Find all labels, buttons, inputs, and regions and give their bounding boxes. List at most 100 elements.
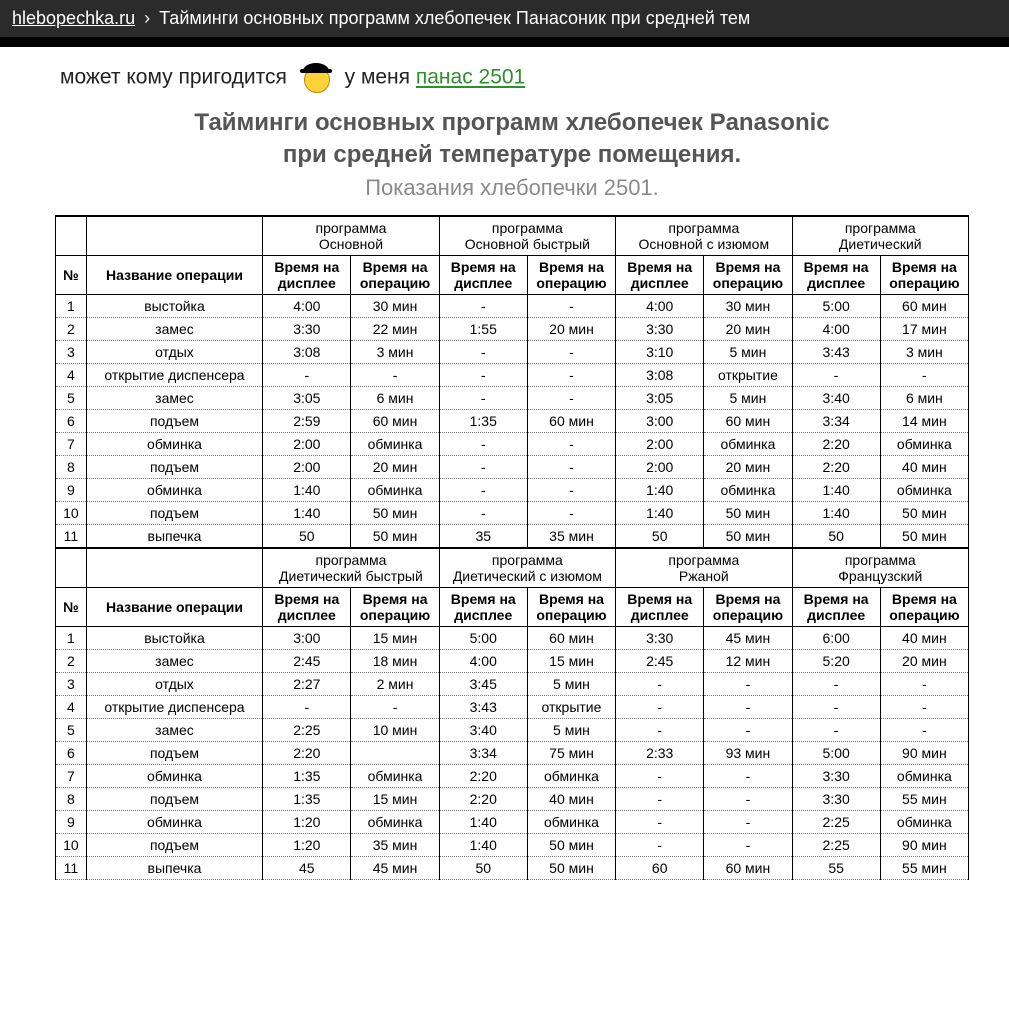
operation-time: 15 мин — [351, 627, 439, 650]
operation-time: 3 мин — [351, 341, 439, 364]
display-time: 50 — [616, 525, 704, 549]
operation-name: замес — [86, 719, 262, 742]
col-operation-header: Время на операцию — [880, 256, 968, 295]
display-time: 3:05 — [263, 387, 351, 410]
display-time: 1:35 — [439, 410, 527, 433]
operation-time: 10 мин — [351, 719, 439, 742]
operation-time: - — [880, 719, 968, 742]
operation-time: 93 мин — [704, 742, 792, 765]
display-time: 3:00 — [616, 410, 704, 433]
display-time: 1:40 — [616, 479, 704, 502]
display-time: - — [439, 502, 527, 525]
program-header: программаДиетический с изюмом — [439, 548, 615, 588]
display-time: 2:00 — [616, 456, 704, 479]
row-number: 2 — [56, 650, 87, 673]
display-time: 3:30 — [616, 318, 704, 341]
display-time: 3:40 — [792, 387, 880, 410]
display-time: 1:40 — [792, 502, 880, 525]
operation-time — [351, 742, 439, 765]
table-row: 3отдых2:272 мин3:455 мин---- — [56, 673, 969, 696]
operation-time: 45 мин — [704, 627, 792, 650]
operation-time: - — [527, 295, 615, 318]
operation-time: 5 мин — [527, 719, 615, 742]
row-number: 1 — [56, 295, 87, 318]
program-name: Диетический быстрый — [267, 568, 434, 584]
operation-time: - — [704, 719, 792, 742]
display-time: 55 — [792, 857, 880, 880]
divider — [0, 37, 1009, 47]
operation-time: обминка — [880, 811, 968, 834]
operation-time: 17 мин — [880, 318, 968, 341]
program-label: программа — [267, 552, 434, 568]
table-row: 9обминка1:40обминка--1:40обминка1:40обми… — [56, 479, 969, 502]
program-header: программаДиетический — [792, 216, 968, 256]
display-time: 1:35 — [263, 788, 351, 811]
table-row: 2замес2:4518 мин4:0015 мин2:4512 мин5:20… — [56, 650, 969, 673]
row-number: 10 — [56, 502, 87, 525]
operation-time: - — [704, 673, 792, 696]
table-row: 4открытие диспенсера----3:08открытие-- — [56, 364, 969, 387]
operation-name: подъем — [86, 502, 262, 525]
col-operation-header: Время на операцию — [351, 256, 439, 295]
display-time: 5:00 — [792, 742, 880, 765]
breadcrumb-sep: › — [144, 8, 150, 28]
operation-time: 50 мин — [704, 525, 792, 549]
program-header: программаДиетический быстрый — [263, 548, 439, 588]
row-number: 8 — [56, 788, 87, 811]
display-time: 4:00 — [263, 295, 351, 318]
blank-cell — [86, 216, 262, 256]
display-time: - — [616, 719, 704, 742]
table-row: 9обминка1:20обминка1:40обминка--2:25обми… — [56, 811, 969, 834]
operation-time: 60 мин — [351, 410, 439, 433]
row-number: 6 — [56, 742, 87, 765]
display-time: 3:43 — [439, 696, 527, 719]
display-time: - — [263, 364, 351, 387]
col-display-header: Время на дисплее — [439, 588, 527, 627]
program-header-row: программаДиетический быстрыйпрограммаДие… — [56, 548, 969, 588]
operation-name: открытие диспенсера — [86, 696, 262, 719]
display-time: 2:20 — [792, 456, 880, 479]
operation-name: открытие диспенсера — [86, 364, 262, 387]
display-time: 2:00 — [616, 433, 704, 456]
display-time: 1:40 — [616, 502, 704, 525]
display-time: 3:08 — [263, 341, 351, 364]
operation-time: обминка — [704, 433, 792, 456]
operation-time: обминка — [351, 765, 439, 788]
display-time: - — [439, 341, 527, 364]
operation-time: 2 мин — [351, 673, 439, 696]
col-operation-header: Время на операцию — [527, 256, 615, 295]
table-row: 10подъем1:2035 мин1:4050 мин--2:2590 мин — [56, 834, 969, 857]
site-link[interactable]: hlebopechka.ru — [12, 8, 135, 28]
breadcrumb-bar: hlebopechka.ru › Тайминги основных прогр… — [0, 0, 1009, 37]
display-time: 2:33 — [616, 742, 704, 765]
row-number: 4 — [56, 364, 87, 387]
operation-name: выстойка — [86, 295, 262, 318]
operation-name: выпечка — [86, 857, 262, 880]
model-link[interactable]: панас 2501 — [416, 66, 525, 89]
operation-time: 75 мин — [527, 742, 615, 765]
col-operation-header: Время на операцию — [351, 588, 439, 627]
program-header: программаОсновной — [263, 216, 439, 256]
display-time: 3:34 — [439, 742, 527, 765]
display-time: 6:00 — [792, 627, 880, 650]
row-number: 4 — [56, 696, 87, 719]
table-row: 7обминка1:35обминка2:20обминка--3:30обми… — [56, 765, 969, 788]
display-time: 3:08 — [616, 364, 704, 387]
display-time: - — [616, 765, 704, 788]
display-time: 1:40 — [792, 479, 880, 502]
display-time: 4:00 — [439, 650, 527, 673]
table-row: 6подъем2:5960 мин1:3560 мин3:0060 мин3:3… — [56, 410, 969, 433]
display-time: - — [263, 696, 351, 719]
display-time: 2:45 — [616, 650, 704, 673]
display-time: - — [439, 456, 527, 479]
display-time: 2:00 — [263, 456, 351, 479]
table-row: 7обминка2:00обминка--2:00обминка2:20обми… — [56, 433, 969, 456]
col-op-header: Название операции — [86, 588, 262, 627]
row-number: 7 — [56, 765, 87, 788]
display-time: - — [439, 387, 527, 410]
display-time: - — [439, 364, 527, 387]
row-number: 3 — [56, 673, 87, 696]
display-time: - — [439, 433, 527, 456]
operation-time: обминка — [880, 479, 968, 502]
program-header: программаОсновной с изюмом — [616, 216, 792, 256]
